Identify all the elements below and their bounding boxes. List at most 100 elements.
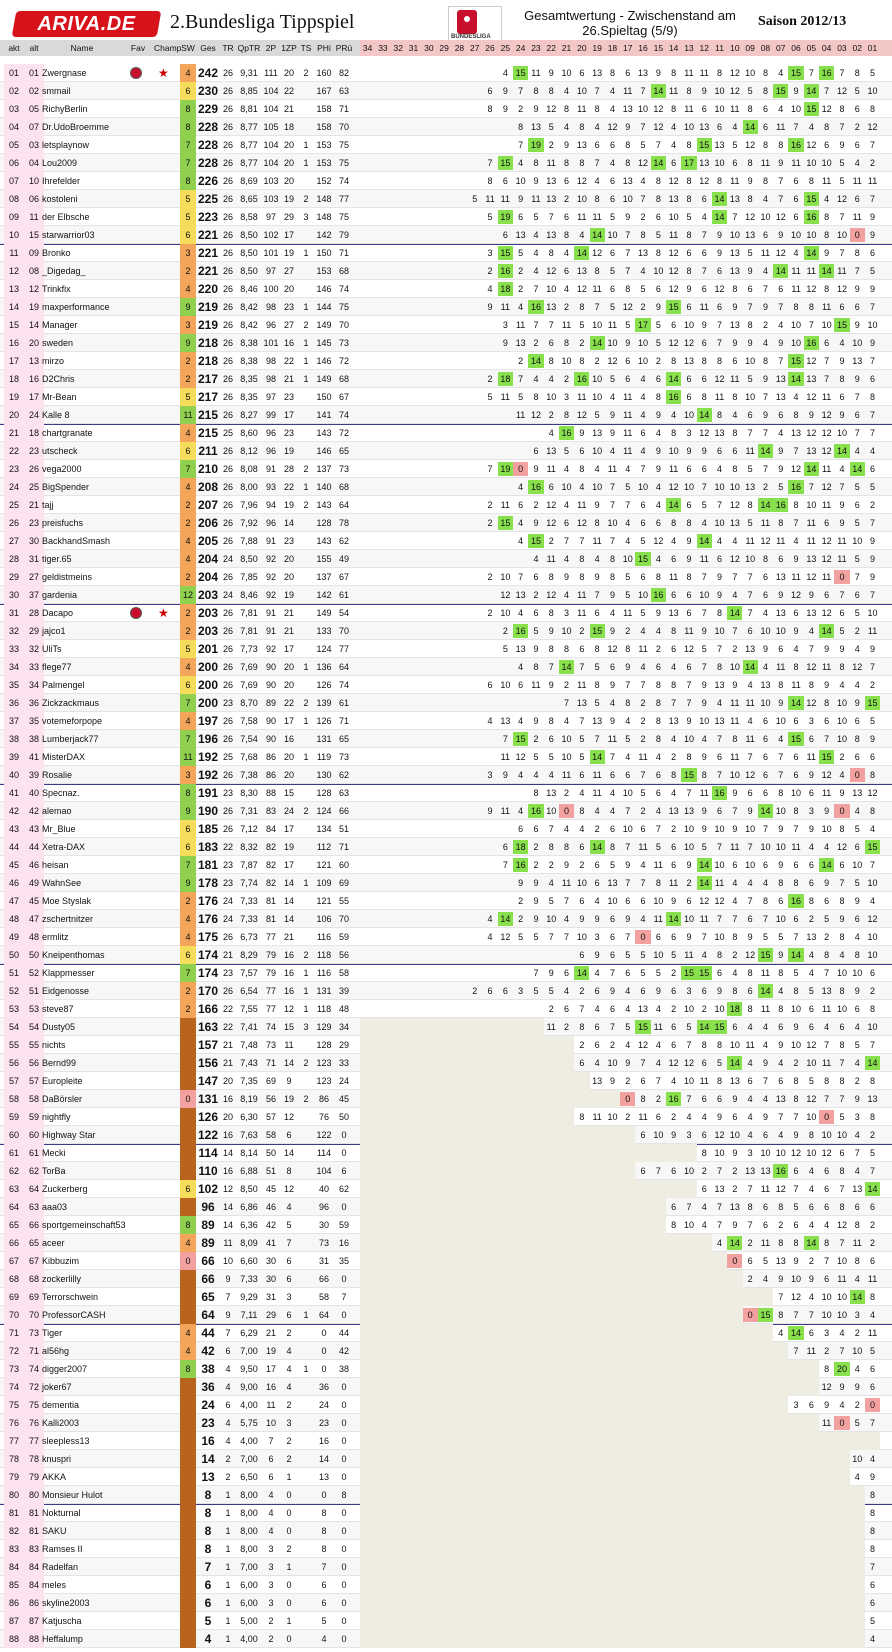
player-name[interactable]: knuspri	[42, 1454, 72, 1464]
player-name[interactable]: Rosalie	[42, 770, 73, 780]
player-name[interactable]: Zwergnase	[42, 68, 87, 78]
player-name[interactable]: Zuckerberg	[42, 1184, 88, 1194]
player-name[interactable]: Europleite	[42, 1076, 83, 1086]
table-row[interactable]	[0, 460, 892, 478]
matchday-header[interactable]: 29	[439, 43, 449, 53]
table-row[interactable]	[0, 748, 892, 766]
player-name[interactable]: nightfly	[42, 1112, 71, 1122]
player-name[interactable]: Dacapo	[42, 608, 74, 618]
player-name[interactable]: aaa03	[42, 1202, 68, 1212]
matchday-header[interactable]: 13	[684, 43, 694, 53]
table-row[interactable]	[0, 352, 892, 370]
player-name[interactable]: Mr_Blue	[42, 824, 76, 834]
table-row[interactable]	[0, 424, 892, 442]
player-name[interactable]: Bronko	[42, 248, 71, 258]
matchday-header[interactable]: 25	[500, 43, 511, 53]
player-name[interactable]: vega2000	[42, 464, 82, 474]
matchday-header[interactable]: 09	[745, 43, 755, 53]
matchday-header[interactable]: 32	[393, 43, 403, 53]
matchday-header[interactable]: 02	[852, 43, 862, 53]
table-row[interactable]	[0, 406, 892, 424]
table-row[interactable]	[0, 946, 892, 964]
table-row[interactable]	[0, 280, 892, 298]
matchday-header[interactable]: 23	[531, 43, 541, 53]
player-name[interactable]: dementia	[42, 1400, 80, 1410]
column-header[interactable]: QpTR	[237, 43, 261, 53]
player-name[interactable]: jajco1	[42, 626, 66, 636]
table-row[interactable]	[0, 658, 892, 676]
player-name[interactable]: ermlitz	[42, 932, 69, 942]
player-name[interactable]: sportgemeinschaft53	[42, 1220, 126, 1230]
player-name[interactable]: _Digedag_	[42, 266, 86, 276]
player-name[interactable]: sweden	[42, 338, 74, 348]
table-row[interactable]	[0, 172, 892, 190]
player-name[interactable]: Radelfan	[42, 1562, 79, 1572]
matchday-header[interactable]: 31	[408, 43, 419, 53]
matchday-header[interactable]: 34	[362, 43, 373, 53]
table-row[interactable]	[0, 604, 892, 622]
player-name[interactable]: preisfuchs	[42, 518, 84, 528]
player-name[interactable]: Bernd99	[42, 1058, 77, 1068]
column-header[interactable]: Champ	[154, 43, 182, 53]
player-name[interactable]: Kalle 8	[42, 410, 70, 420]
player-name[interactable]: chartgranate	[42, 428, 93, 438]
player-name[interactable]: geldistmeins	[42, 572, 93, 582]
matchday-header[interactable]: 17	[623, 43, 633, 53]
matchday-header[interactable]: 11	[715, 43, 724, 53]
player-name[interactable]: maxperformance	[42, 302, 110, 312]
player-name[interactable]: Kalli2003	[42, 1418, 80, 1428]
matchday-header[interactable]: 05	[806, 43, 817, 53]
player-name[interactable]: utscheck	[42, 446, 78, 456]
player-name[interactable]: Heffalump	[42, 1634, 83, 1644]
matchday-header[interactable]: 12	[699, 43, 709, 53]
table-row[interactable]	[0, 118, 892, 136]
table-row[interactable]	[0, 64, 892, 82]
player-name[interactable]: Manager	[42, 320, 78, 330]
table-row[interactable]	[0, 82, 892, 100]
player-name[interactable]: zschertnitzer	[42, 914, 94, 924]
player-name[interactable]: Ihrefelder	[42, 176, 81, 186]
table-row[interactable]	[0, 766, 892, 784]
table-row[interactable]	[0, 694, 892, 712]
matchday-header[interactable]: 30	[424, 43, 434, 53]
player-name[interactable]: BackhandSmash	[42, 536, 111, 546]
player-name[interactable]: flege77	[42, 662, 72, 672]
matchday-header[interactable]: 20	[577, 43, 587, 53]
table-row[interactable]	[0, 802, 892, 820]
player-name[interactable]: zockerlilly	[42, 1274, 82, 1284]
matchday-header[interactable]: 04	[821, 43, 832, 53]
player-name[interactable]: BigSpender	[42, 482, 90, 492]
column-header[interactable]: akt	[8, 43, 20, 53]
player-name[interactable]: Nokturnal	[42, 1508, 81, 1518]
table-row[interactable]	[0, 550, 892, 568]
matchday-header[interactable]: 03	[837, 43, 847, 53]
player-name[interactable]: Lumberjack77	[42, 734, 99, 744]
table-row[interactable]	[0, 190, 892, 208]
table-row[interactable]	[0, 334, 892, 352]
player-name[interactable]: Katjuscha	[42, 1616, 82, 1626]
player-name[interactable]: Ramses II	[42, 1544, 83, 1554]
player-name[interactable]: WahnSee	[42, 878, 82, 888]
player-name[interactable]: Kibbuzim	[42, 1256, 80, 1266]
player-name[interactable]: Highway Star	[42, 1130, 96, 1140]
player-name[interactable]: UliTs	[42, 644, 62, 654]
matchday-header[interactable]: 08	[760, 43, 771, 53]
table-row[interactable]	[0, 262, 892, 280]
table-row[interactable]	[0, 316, 892, 334]
column-header[interactable]: SW	[181, 43, 195, 53]
table-row[interactable]	[0, 838, 892, 856]
player-name[interactable]: Klappmesser	[42, 968, 95, 978]
column-header[interactable]: 1ZP	[281, 43, 297, 53]
player-name[interactable]: Trinkfix	[42, 284, 71, 294]
player-name[interactable]: Dr.UdoBroemme	[42, 122, 110, 132]
column-header[interactable]: Fav	[130, 43, 146, 53]
player-name[interactable]: Zickzackmaus	[42, 698, 100, 708]
player-name[interactable]: smmail	[42, 86, 71, 96]
table-row[interactable]	[0, 226, 892, 244]
player-name[interactable]: mirzo	[42, 356, 64, 366]
table-row[interactable]	[0, 982, 892, 1000]
player-name[interactable]: digger2007	[42, 1364, 88, 1374]
table-row[interactable]	[0, 622, 892, 640]
player-name[interactable]: ProfessorCASH	[42, 1310, 106, 1320]
matchday-header[interactable]: 19	[592, 43, 602, 53]
